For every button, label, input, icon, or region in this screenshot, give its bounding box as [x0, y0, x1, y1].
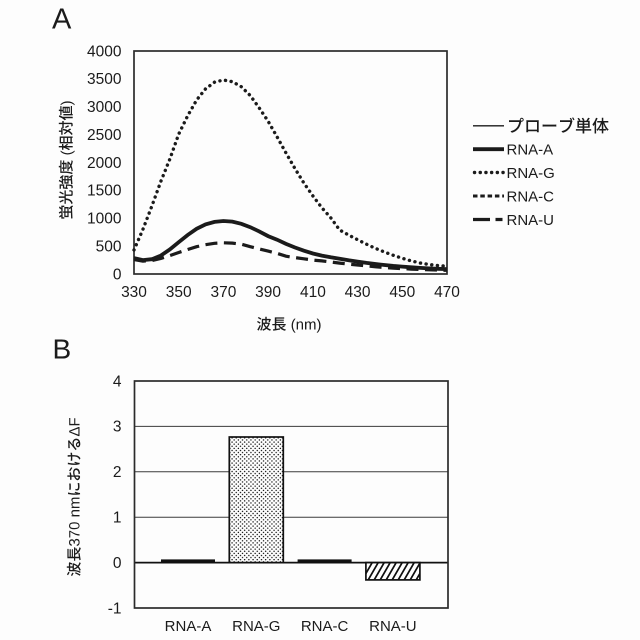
svg-text:4000: 4000	[87, 43, 122, 60]
svg-text:0: 0	[113, 555, 122, 572]
svg-text:A: A	[52, 4, 72, 36]
svg-text:3000: 3000	[87, 99, 122, 116]
svg-text:RNA-A: RNA-A	[165, 618, 212, 635]
svg-text:1000: 1000	[87, 211, 122, 228]
svg-text:4: 4	[113, 373, 122, 390]
svg-text:1500: 1500	[87, 183, 122, 200]
svg-text:330: 330	[121, 284, 147, 301]
svg-text:RNA-U: RNA-U	[369, 618, 417, 635]
svg-text:RNA-A: RNA-A	[507, 142, 554, 159]
svg-text:370: 370	[210, 284, 236, 301]
svg-text:B: B	[53, 334, 72, 365]
svg-text:390: 390	[255, 284, 281, 301]
svg-text:RNA-C: RNA-C	[507, 188, 555, 205]
svg-text:470: 470	[434, 284, 460, 301]
svg-text:2000: 2000	[87, 155, 122, 172]
svg-text:1: 1	[113, 510, 122, 527]
svg-text:3: 3	[113, 419, 122, 436]
svg-text:RNA-C: RNA-C	[301, 618, 349, 635]
svg-text:450: 450	[389, 284, 415, 301]
svg-text:RNA-U: RNA-U	[507, 212, 555, 229]
svg-text:RNA-G: RNA-G	[232, 618, 280, 635]
svg-text:3500: 3500	[87, 71, 122, 88]
svg-text:RNA-G: RNA-G	[507, 165, 555, 182]
svg-text:-1: -1	[108, 600, 122, 617]
svg-text:350: 350	[166, 284, 192, 301]
svg-text:0: 0	[113, 266, 122, 283]
svg-text:430: 430	[345, 284, 371, 301]
svg-text:500: 500	[96, 238, 122, 255]
svg-text:2500: 2500	[87, 127, 122, 144]
svg-text:2: 2	[113, 464, 122, 481]
svg-text:410: 410	[300, 284, 326, 301]
